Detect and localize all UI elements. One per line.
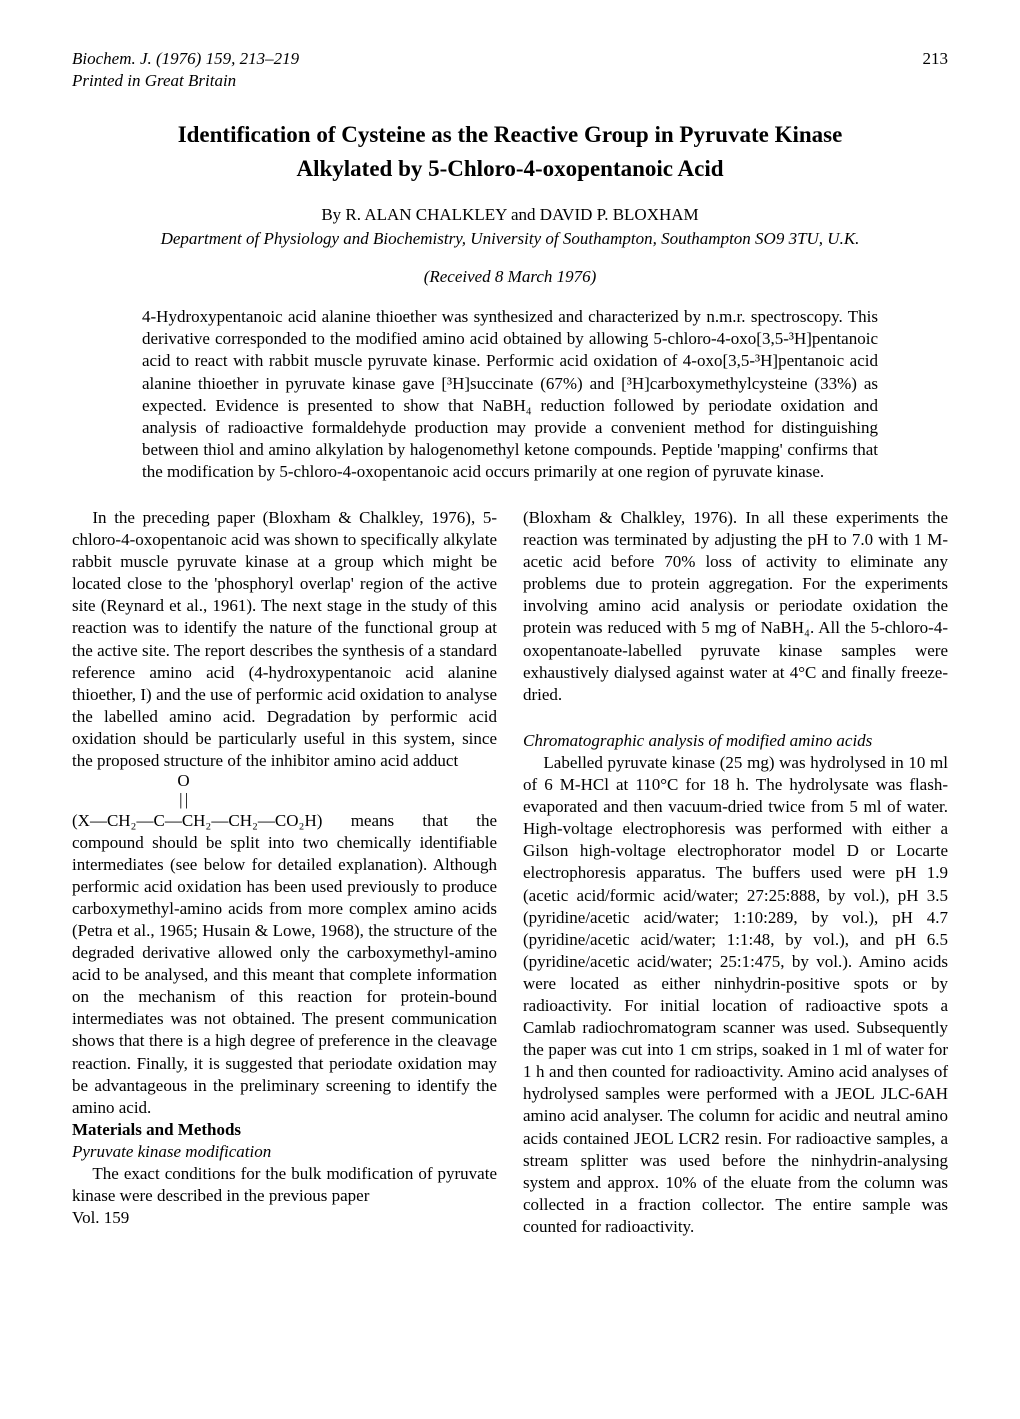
affiliation: Department of Physiology and Biochemistr… xyxy=(72,228,948,250)
byline-prefix: By xyxy=(321,205,345,224)
printed-in: Printed in Great Britain xyxy=(72,70,299,92)
intro-paragraph-cont: (X—CH₂—C—CH₂—CH₂—CO₂H) means that the co… xyxy=(72,810,497,1119)
left-column: In the preceding paper (Bloxham & Chalkl… xyxy=(72,507,497,1238)
journal-info: Biochem. J. (1976) 159, 213–219 Printed … xyxy=(72,48,299,92)
page-header: Biochem. J. (1976) 159, 213–219 Printed … xyxy=(72,48,948,92)
received-date: (Received 8 March 1976) xyxy=(72,266,948,288)
byline: By R. ALAN CHALKLEY and DAVID P. BLOXHAM xyxy=(72,204,948,226)
pyruvate-subheading: Pyruvate kinase modification xyxy=(72,1141,497,1163)
journal-citation: Biochem. J. (1976) 159, 213–219 xyxy=(72,48,299,70)
methods-cont-paragraph: (Bloxham & Chalkley, 1976). In all these… xyxy=(523,507,948,706)
chromatographic-paragraph: Labelled pyruvate kinase (25 mg) was hyd… xyxy=(523,752,948,1238)
formula-oxygen: O xyxy=(72,772,497,791)
article-title-line1: Identification of Cysteine as the Reacti… xyxy=(72,120,948,150)
authors: R. ALAN CHALKLEY and DAVID P. BLOXHAM xyxy=(345,205,698,224)
formula-bond: | | xyxy=(72,791,497,810)
chromatographic-heading: Chromatographic analysis of modified ami… xyxy=(523,730,948,752)
materials-heading: Materials and Methods xyxy=(72,1119,497,1141)
article-title-line2: Alkylated by 5-Chloro-4-oxopentanoic Aci… xyxy=(72,154,948,184)
body-columns: In the preceding paper (Bloxham & Chalkl… xyxy=(72,507,948,1238)
methods-paragraph: The exact conditions for the bulk modifi… xyxy=(72,1163,497,1207)
right-column: (Bloxham & Chalkley, 1976). In all these… xyxy=(523,507,948,1238)
intro-paragraph: In the preceding paper (Bloxham & Chalkl… xyxy=(72,507,497,772)
page-number: 213 xyxy=(923,48,949,92)
abstract: 4-Hydroxypentanoic acid alanine thioethe… xyxy=(142,306,878,483)
volume-label: Vol. 159 xyxy=(72,1207,497,1229)
